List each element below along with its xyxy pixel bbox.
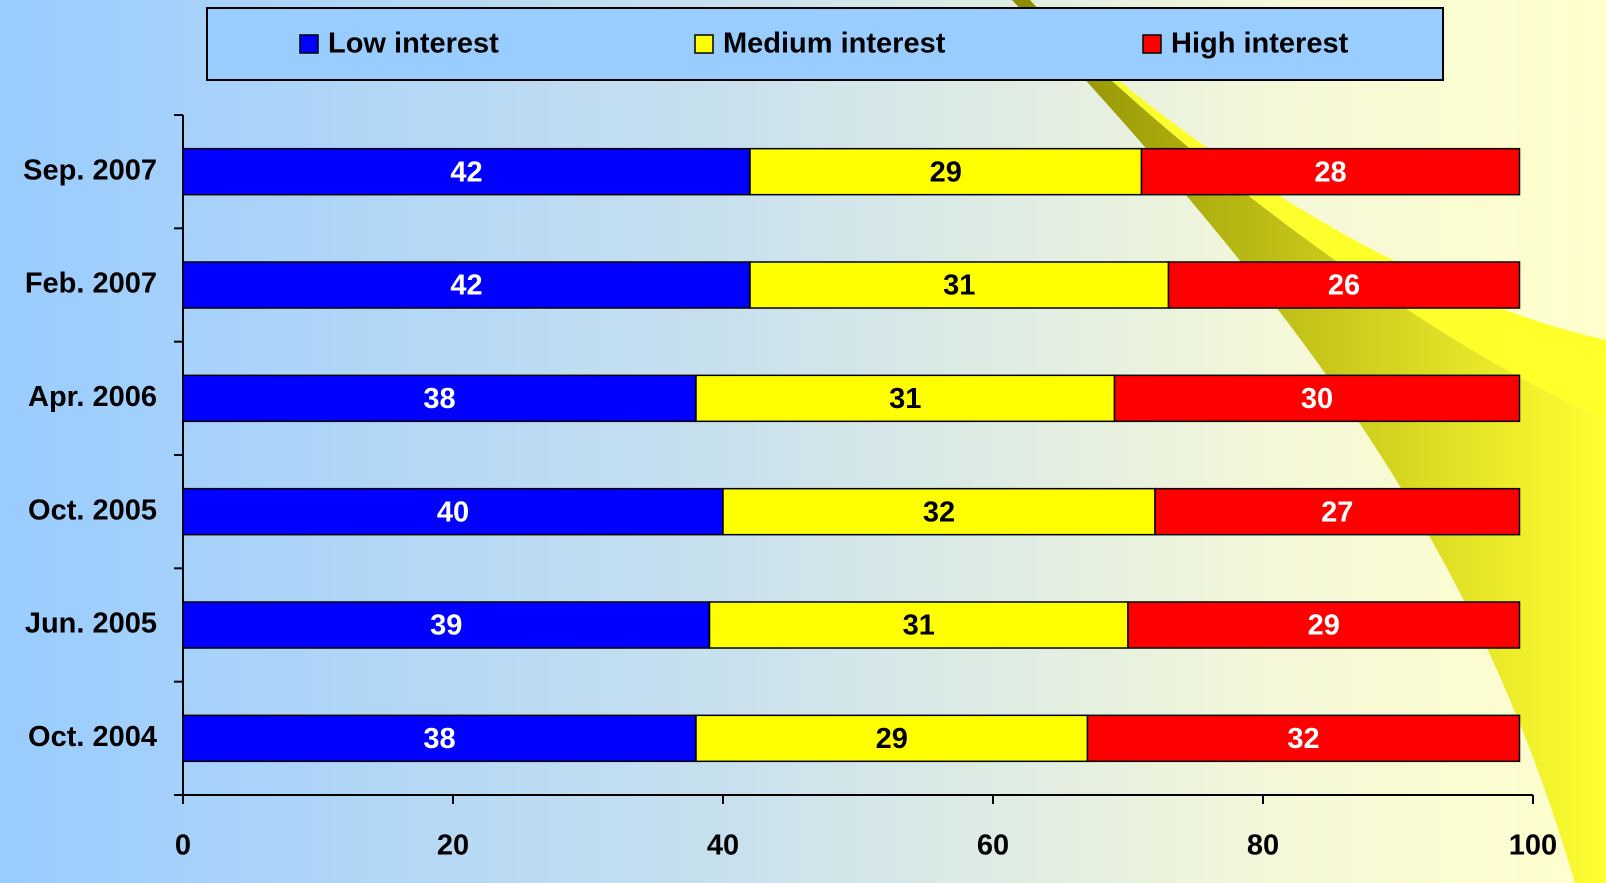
bar-segment <box>708 601 1129 649</box>
value-label: 29 <box>930 156 962 188</box>
bar-segment <box>182 147 751 196</box>
value-label: 42 <box>450 270 482 302</box>
x-tick-label: 0 <box>175 830 191 862</box>
value-label: 32 <box>923 496 955 528</box>
y-tick-label: Feb. 2007 <box>25 268 157 300</box>
bar-segment <box>1113 374 1521 423</box>
bar-segment <box>695 374 1116 423</box>
value-label: 30 <box>1301 383 1333 415</box>
x-tick-label: 100 <box>1509 830 1557 862</box>
value-label: 38 <box>423 723 455 755</box>
legend-swatch <box>1142 34 1162 54</box>
decoration <box>1012 0 1606 883</box>
x-tick-label: 80 <box>1247 830 1279 862</box>
y-tick-label: Oct. 2004 <box>28 721 157 753</box>
bar-segment <box>695 714 1089 763</box>
bar-segment <box>749 147 1143 196</box>
decoration <box>1030 0 1606 420</box>
bar-segment <box>1127 601 1521 649</box>
value-label: 39 <box>430 610 462 642</box>
bar-segment <box>1154 487 1521 536</box>
y-tick-label: Jun. 2005 <box>25 608 157 640</box>
value-label: 31 <box>889 383 921 415</box>
value-label: 38 <box>423 383 455 415</box>
value-label: 32 <box>1287 723 1319 755</box>
bar-segment <box>1167 261 1521 309</box>
value-label: 31 <box>903 610 935 642</box>
y-tick-label: Sep. 2007 <box>23 154 157 186</box>
bar-segment <box>1140 147 1521 196</box>
y-tick-label: Apr. 2006 <box>28 381 157 413</box>
value-label: 27 <box>1321 496 1353 528</box>
x-tick-label: 60 <box>977 830 1009 862</box>
y-tick-label: Oct. 2005 <box>28 494 157 526</box>
legend-box <box>206 7 1444 81</box>
value-label: 28 <box>1314 156 1346 188</box>
bar-segment <box>749 261 1170 309</box>
bar-segment <box>182 374 697 423</box>
value-label: 42 <box>450 156 482 188</box>
legend-swatch <box>694 34 714 54</box>
x-tick-label: 20 <box>437 830 469 862</box>
x-tick-label: 40 <box>707 830 739 862</box>
value-label: 29 <box>1308 610 1340 642</box>
bar-segment <box>182 601 711 649</box>
legend-label: Medium interest <box>723 28 946 60</box>
bar-segment <box>182 261 751 309</box>
legend-label: High interest <box>1171 28 1349 60</box>
value-label: 26 <box>1328 270 1360 302</box>
legend-swatch <box>299 34 319 54</box>
value-label: 31 <box>943 270 975 302</box>
value-label: 29 <box>876 723 908 755</box>
legend-label: Low interest <box>328 28 499 60</box>
bar-segment <box>1086 714 1521 763</box>
bar-segment <box>182 487 724 536</box>
value-label: 40 <box>437 496 469 528</box>
